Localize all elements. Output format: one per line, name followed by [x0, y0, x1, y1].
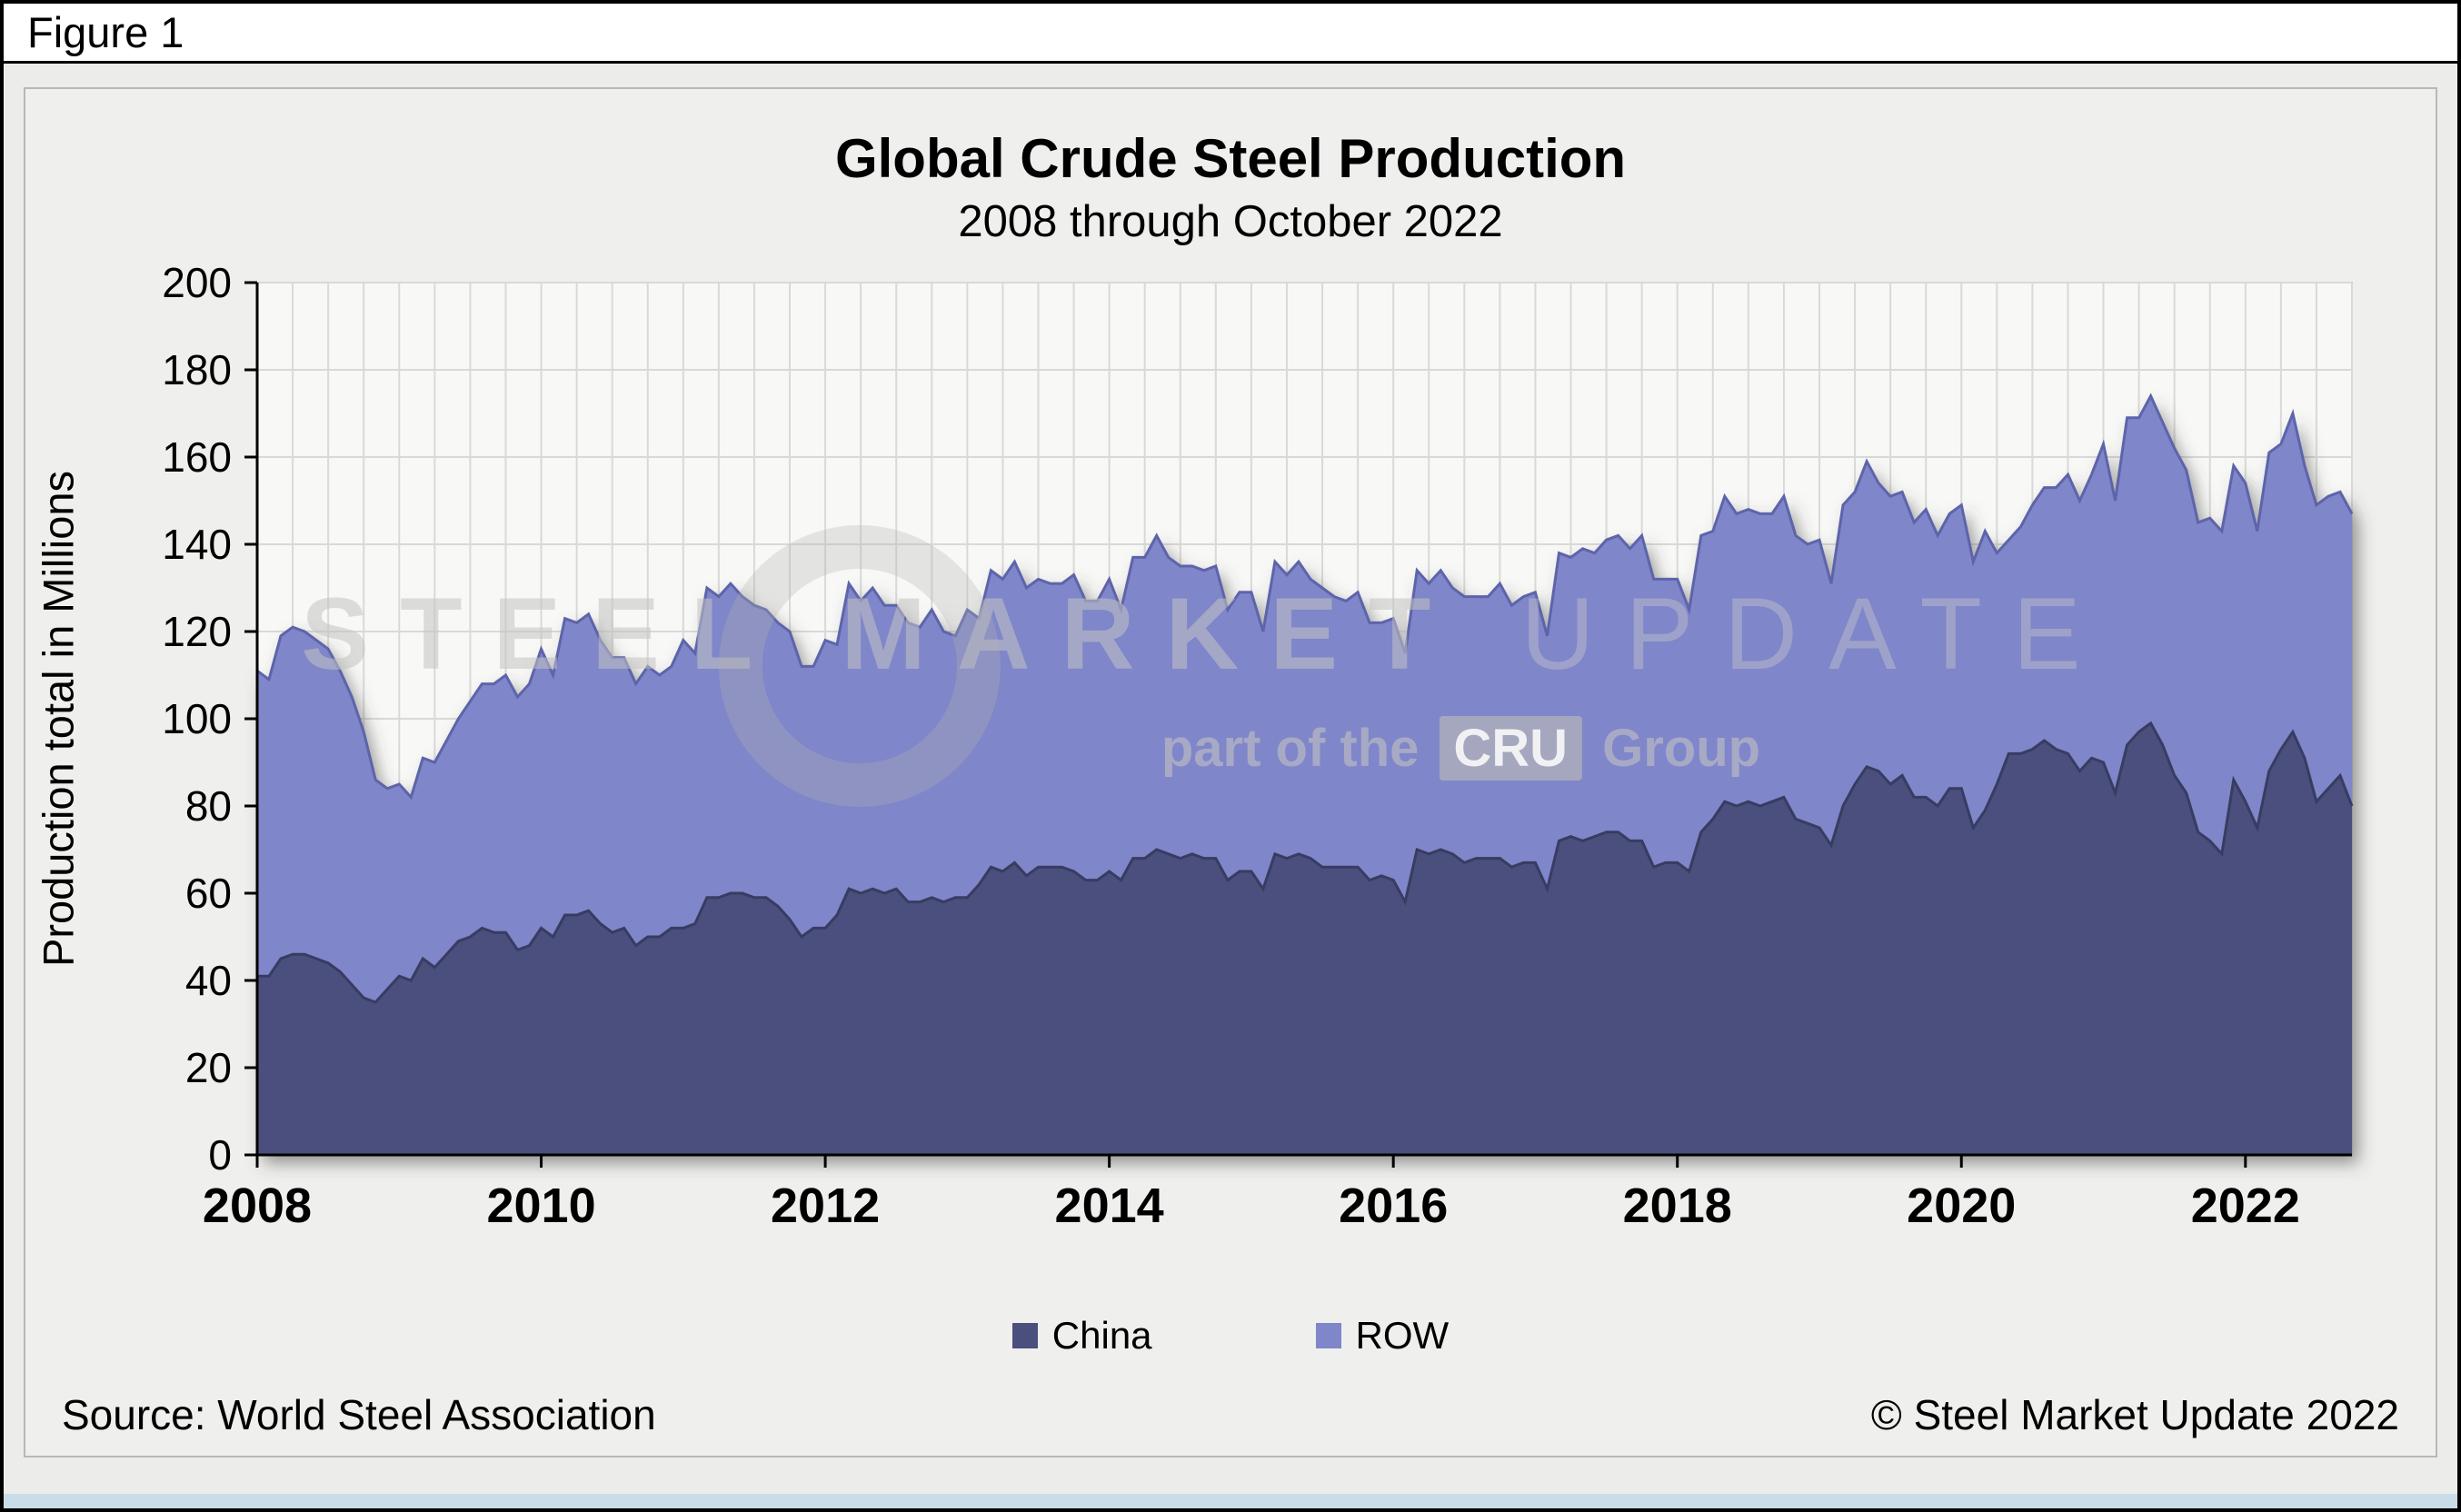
chart-subtitle: 2008 through October 2022 [958, 197, 1503, 246]
svg-text:2016: 2016 [1339, 1179, 1448, 1233]
svg-text:100: 100 [162, 695, 232, 742]
copyright-text: © Steel Market Update 2022 [1870, 1391, 2399, 1438]
chart-title: Global Crude Steel Production [834, 128, 1627, 189]
legend-swatch-row [1315, 1323, 1341, 1348]
legend-item-row: ROW [1315, 1314, 1450, 1358]
chart-title-block: Global Crude Steel Production 2008 throu… [25, 89, 2436, 247]
y-axis-title: Production total in Millions [34, 471, 83, 967]
legend-swatch-china [1011, 1323, 1038, 1348]
svg-text:120: 120 [162, 608, 232, 655]
chart-area: 0 20 40 60 80 100 120 140 160 180 200 2008 2010 2012 2… [25, 260, 2436, 1305]
svg-text:20: 20 [185, 1044, 232, 1091]
stacked-area-chart: 0 20 40 60 80 100 120 140 160 180 200 2008 2010 2012 2… [162, 260, 2354, 1233]
svg-text:200: 200 [162, 260, 232, 306]
source-text: Source: World Steel Association [62, 1391, 656, 1438]
svg-text:180: 180 [162, 346, 232, 393]
legend-label-row: ROW [1355, 1314, 1450, 1357]
svg-text:2022: 2022 [2191, 1179, 2300, 1233]
svg-text:2008: 2008 [203, 1179, 312, 1233]
svg-text:2018: 2018 [1623, 1179, 1732, 1233]
svg-text:140: 140 [162, 521, 232, 568]
bottom-window-strip [4, 1494, 2457, 1508]
svg-text:0: 0 [208, 1131, 232, 1179]
figure-header: Figure 1 [4, 4, 2457, 64]
svg-text:160: 160 [162, 433, 232, 481]
svg-text:2012: 2012 [771, 1179, 880, 1233]
svg-text:60: 60 [185, 870, 232, 917]
svg-text:2014: 2014 [1055, 1179, 1164, 1233]
chart-panel: Global Crude Steel Production 2008 throu… [24, 87, 2437, 1457]
svg-text:2010: 2010 [486, 1179, 595, 1233]
figure-label: Figure 1 [27, 8, 184, 56]
legend-label-china: China [1051, 1314, 1152, 1357]
legend-item-china: China [1011, 1314, 1152, 1358]
chart-legend: China ROW [25, 1314, 2436, 1358]
svg-text:2020: 2020 [1907, 1179, 2016, 1233]
svg-text:40: 40 [185, 957, 232, 1004]
svg-text:80: 80 [185, 782, 232, 830]
footer-row: Source: World Steel Association © Steel … [62, 1390, 2399, 1439]
